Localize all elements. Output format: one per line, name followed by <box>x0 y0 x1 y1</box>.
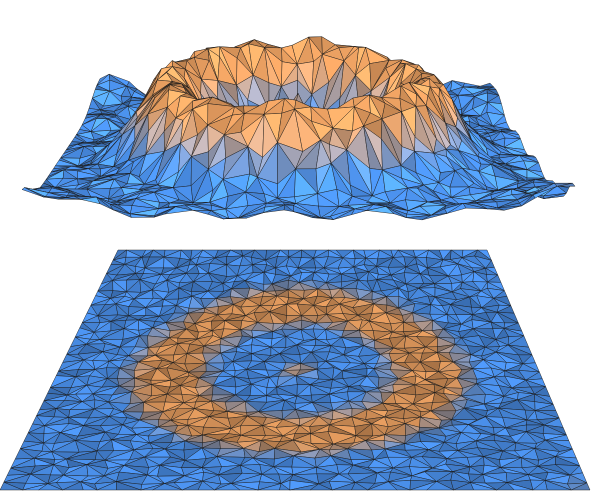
mesh-triangle <box>351 208 368 215</box>
mesh-triangle <box>38 483 63 491</box>
mesh-triangle <box>152 483 183 491</box>
mesh-triangle <box>385 206 407 218</box>
mesh-triangle <box>96 196 114 211</box>
mesh-triangle <box>116 481 142 491</box>
mesh-triangle <box>544 480 572 491</box>
mesh-triangle <box>426 481 454 491</box>
mesh-triangle <box>130 213 155 218</box>
mesh-triangle <box>279 483 291 491</box>
mesh-triangle <box>388 481 411 491</box>
mesh-triangle <box>230 483 259 491</box>
mesh-triangle <box>421 213 448 221</box>
mesh-triangle <box>533 186 558 199</box>
mesh-triangle <box>80 481 98 491</box>
mesh-triangle <box>21 187 44 198</box>
surface-mesh <box>21 36 576 221</box>
mesh-triangle <box>462 203 488 210</box>
mesh-triangle <box>470 482 498 491</box>
mesh-triangle <box>164 206 194 215</box>
mesh-triangle <box>506 482 534 491</box>
mesh-triangle <box>351 482 369 491</box>
mesh-triangle <box>57 197 81 200</box>
mesh-triangle <box>197 480 215 491</box>
mesh-triangle <box>238 212 265 219</box>
mesh-triangle <box>570 482 591 491</box>
mesh-triangle <box>309 483 333 491</box>
mesh-triangle <box>264 43 282 49</box>
mesh-triangle <box>497 205 522 211</box>
mesh-triangle <box>312 217 334 220</box>
mesh-triangle <box>207 210 224 220</box>
mesh-triangle <box>557 182 576 187</box>
flat-mesh <box>0 249 591 491</box>
mesh-triangle <box>283 204 294 212</box>
mesh-triangle <box>0 481 23 491</box>
